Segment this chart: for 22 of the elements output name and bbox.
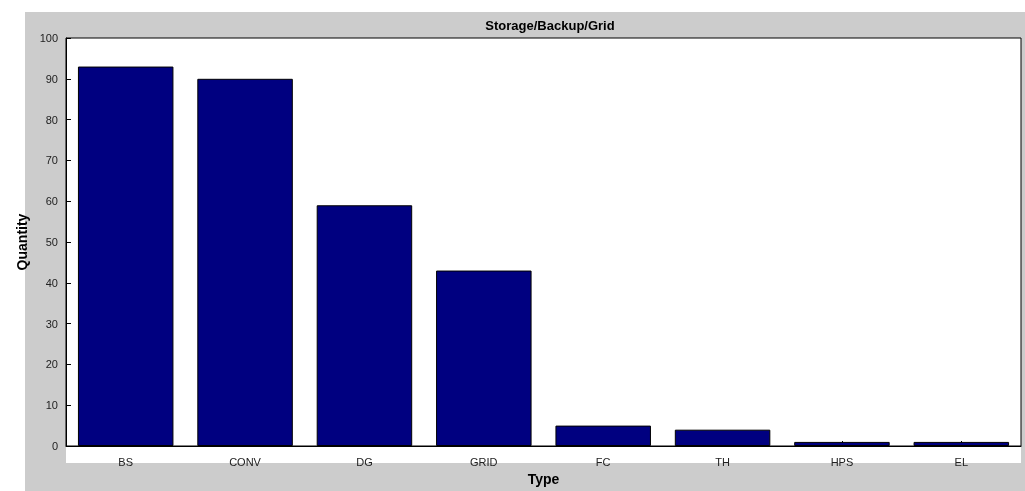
x-tick-label: FC [595, 455, 611, 468]
y-tick-label: 0 [51, 440, 58, 452]
chart-title: Storage/Backup/Grid [485, 18, 615, 33]
x-tick-label: EL [954, 455, 969, 468]
x-tick-label: GRID [470, 455, 498, 468]
y-tick-label: 60 [45, 195, 58, 208]
y-tick-label: 10 [45, 399, 58, 412]
y-tick-label: 80 [45, 113, 58, 126]
y-tick-label: 70 [45, 154, 58, 167]
y-tick-label: 40 [45, 276, 58, 289]
y-axis-title: Quantity [13, 213, 30, 271]
y-tick-label: 100 [39, 32, 58, 44]
y-tick-label: 20 [45, 358, 58, 371]
y-tick-label: 90 [45, 72, 58, 85]
y-tick-label: 30 [45, 317, 58, 330]
x-tick-label: CONV [229, 455, 262, 468]
x-tick-label: TH [715, 455, 730, 468]
x-tick-label: DG [356, 455, 373, 468]
x-axis-title: Type [527, 471, 560, 487]
x-tick-label: HPS [830, 455, 854, 468]
y-tick-label: 50 [45, 236, 58, 248]
x-tick-label: BS [118, 455, 134, 468]
